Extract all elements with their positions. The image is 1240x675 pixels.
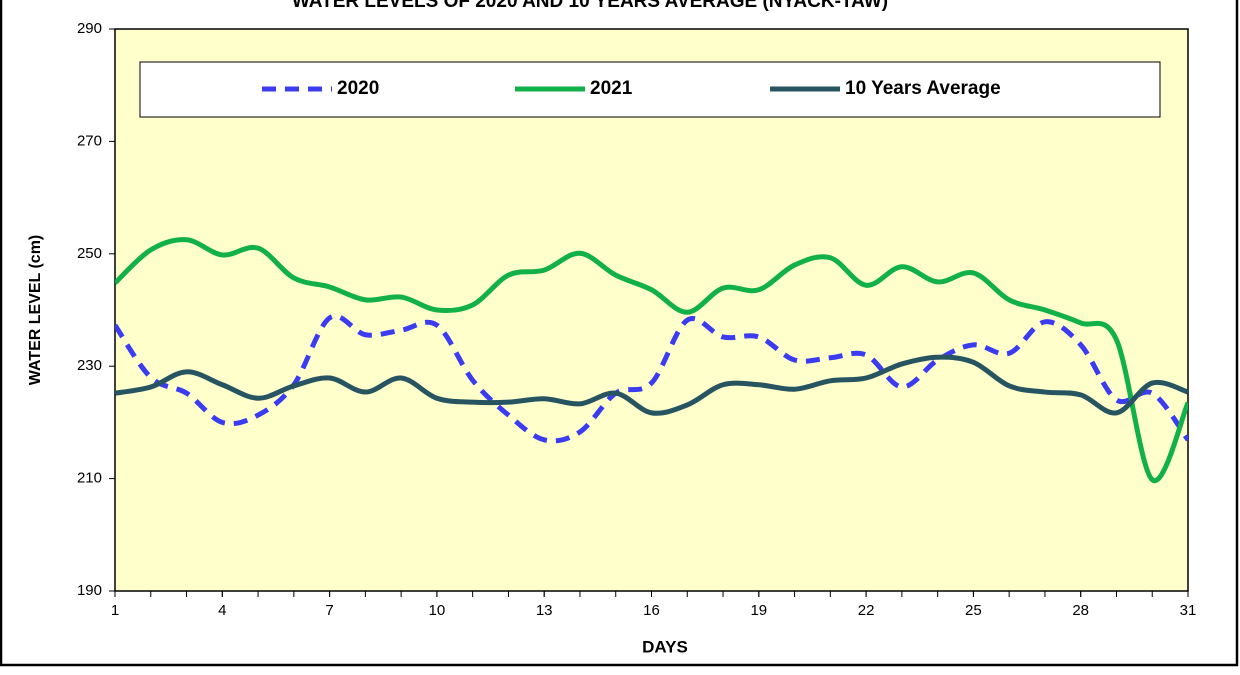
y-tick-label: 190: [77, 582, 102, 599]
x-tick-label: 10: [429, 602, 446, 619]
x-tick-label: 28: [1072, 602, 1089, 619]
x-tick-label: 16: [643, 602, 660, 619]
x-tick-label: 4: [218, 602, 226, 619]
x-tick-label: 31: [1180, 602, 1197, 619]
x-axis-label: DAYS: [642, 637, 688, 656]
legend-label: 10 Years Average: [845, 78, 1001, 99]
y-tick-label: 210: [77, 470, 102, 487]
x-tick-label: 1: [111, 602, 119, 619]
x-tick-label: 19: [750, 602, 767, 619]
chart-title: WATER LEVELS OF 2020 AND 10 YEARS AVERAG…: [292, 0, 888, 12]
x-tick-label: 25: [965, 602, 982, 619]
plot-background: [114, 28, 1189, 592]
y-tick-label: 290: [77, 20, 102, 37]
series-line: [115, 237, 1188, 484]
legend-label: 2021: [590, 78, 633, 99]
series-line: [115, 354, 1188, 416]
y-tick-label: 250: [77, 245, 102, 262]
y-axis-label: WATER LEVEL (cm): [27, 235, 44, 386]
x-tick-label: 7: [325, 602, 333, 619]
y-tick-label: 270: [77, 132, 102, 149]
y-tick-label: 230: [77, 357, 102, 374]
x-tick-label: 22: [858, 602, 875, 619]
legend-label: 2020: [337, 78, 379, 99]
x-tick-label: 13: [536, 602, 553, 619]
